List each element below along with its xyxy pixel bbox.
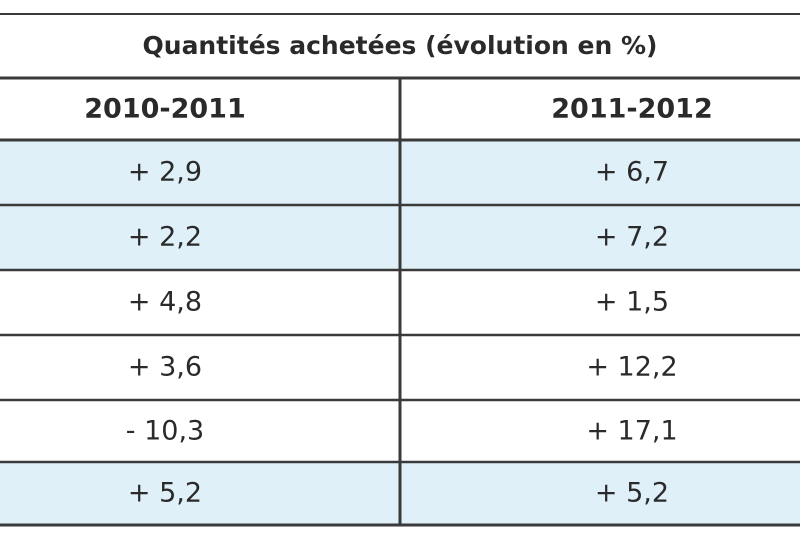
cell: + 2,9: [128, 157, 202, 188]
cell: - 10,3: [126, 416, 204, 447]
cell: + 17,1: [586, 416, 677, 447]
cell: + 4,8: [128, 287, 202, 318]
column-header: 2010-2011: [84, 94, 246, 125]
cell: + 1,5: [595, 287, 669, 318]
cell: + 2,2: [128, 222, 202, 253]
cell: + 3,6: [128, 352, 202, 383]
column-header: 2011-2012: [551, 94, 713, 125]
cell: + 5,2: [128, 478, 202, 509]
cell: + 7,2: [595, 222, 669, 253]
table-title: Quantités achetées (évolution en %): [143, 31, 658, 60]
cell: + 12,2: [586, 352, 677, 383]
cell: + 5,2: [595, 478, 669, 509]
cell: + 6,7: [595, 157, 669, 188]
